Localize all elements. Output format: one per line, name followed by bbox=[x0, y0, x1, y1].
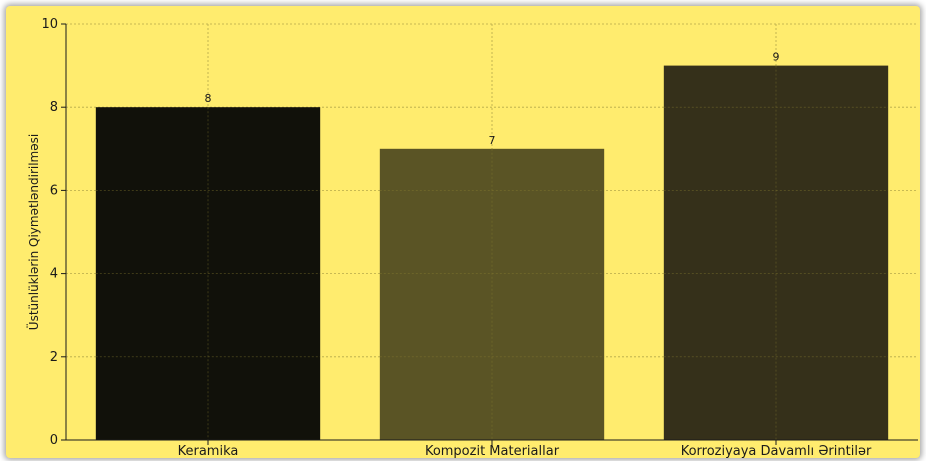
y-tick-label: 10 bbox=[41, 17, 58, 32]
data-label: 9 bbox=[773, 51, 780, 64]
y-axis-label: Üstünlüklərin Qiymətləndirilməsi bbox=[25, 134, 41, 330]
bars bbox=[95, 65, 889, 441]
data-label: 8 bbox=[205, 92, 212, 105]
y-tick-label: 6 bbox=[50, 183, 58, 198]
y-tick-label: 0 bbox=[50, 433, 58, 448]
data-labels: 8 7 9 bbox=[205, 51, 780, 147]
y-tick-label: 2 bbox=[50, 350, 58, 365]
data-label: 7 bbox=[489, 134, 496, 147]
y-tick-label: 8 bbox=[50, 100, 58, 115]
x-tick-label: Keramika bbox=[178, 444, 239, 459]
x-ticks: Keramika Kompozit Materiallar Korroziyaya … bbox=[178, 440, 872, 459]
x-tick-label: Korroziyaya Davamlı Ərintilər bbox=[681, 444, 872, 459]
y-tick-label: 4 bbox=[50, 267, 58, 282]
y-ticks: 0 2 4 6 8 10 bbox=[41, 17, 66, 448]
x-tick-label: Kompozit Materiallar bbox=[425, 444, 560, 459]
